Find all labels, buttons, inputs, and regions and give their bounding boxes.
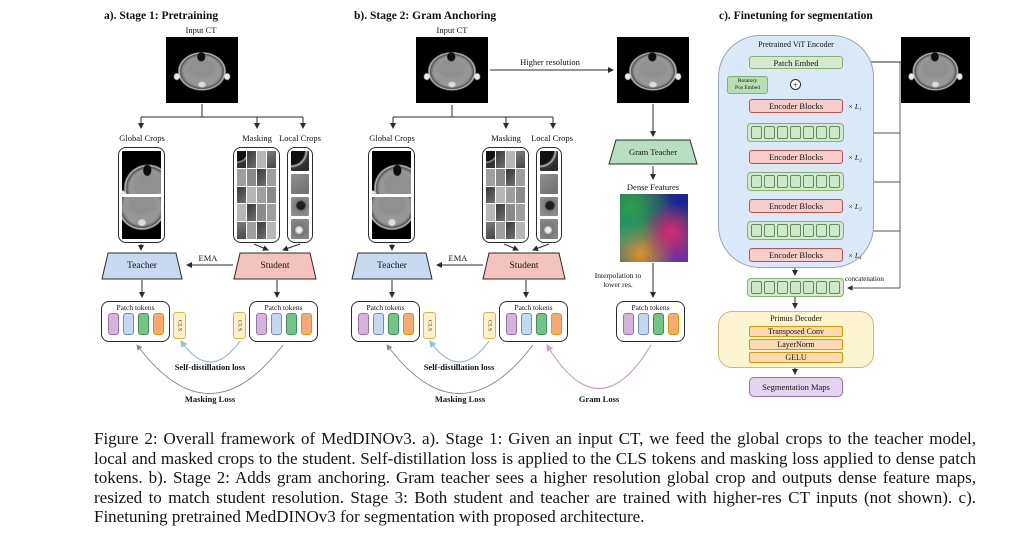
- token-pills: [352, 313, 419, 335]
- encoder-blocks-3: Encoder Blocks: [749, 199, 843, 213]
- local-crops-b: [536, 147, 562, 243]
- input-ct-image-c: [901, 37, 970, 103]
- local-crops-label-a: Local Crops: [279, 133, 321, 143]
- teacher-label-a: Teacher: [127, 261, 157, 271]
- global-crops-a: [118, 147, 165, 243]
- local-crop-tiles: [291, 151, 309, 239]
- patch-embed-block: Patch Embed: [749, 56, 843, 69]
- token-pills: [617, 313, 684, 335]
- global-crop-2: [372, 196, 411, 239]
- rotatory-pos-embed-block: Rotatory Pos Embed: [727, 76, 768, 94]
- layernorm-block: LayerNorm: [749, 339, 843, 350]
- token-pills: [500, 313, 567, 335]
- patch-tokens-student-a: Patch tokens: [249, 301, 318, 342]
- gram-teacher-label: Gram Teacher: [628, 147, 678, 157]
- masking-label-b: Masking: [491, 133, 521, 143]
- panel-c-title: c). Finetuning for segmentation: [719, 10, 873, 22]
- student-label-a: Student: [260, 261, 290, 271]
- mask-grid: [486, 151, 525, 239]
- gelu-block: GELU: [749, 352, 843, 363]
- encoder-title: Pretrained ViT Encoder: [758, 40, 834, 49]
- gram-loss-label: Gram Loss: [578, 394, 620, 404]
- encoder-blocks-2: Encoder Blocks: [749, 150, 843, 164]
- token-row-3: [747, 221, 844, 240]
- token-row-concat: [747, 278, 844, 297]
- input-ct-image-b: [416, 37, 488, 103]
- cls-token-student-b: CLS: [483, 312, 496, 339]
- concatenation-label: concatenation: [845, 275, 884, 283]
- teacher-label-b: Teacher: [377, 261, 407, 271]
- mask-grid: [237, 151, 276, 239]
- multiplier-2: × L₂: [848, 153, 862, 162]
- global-crops-label-b: Global Crops: [369, 133, 415, 143]
- token-row-2: [747, 172, 844, 191]
- decoder-title: Primus Decoder: [770, 314, 822, 323]
- token-row-1: [747, 123, 844, 142]
- ema-label-b: EMA: [448, 253, 468, 263]
- local-crop-tiles: [540, 151, 558, 239]
- add-icon: +: [790, 79, 801, 90]
- global-crops-label-a: Global Crops: [119, 133, 165, 143]
- patch-tokens-teacher-a: Patch tokens: [101, 301, 170, 342]
- patch-tokens-gram: Patch tokens: [616, 301, 685, 342]
- global-crops-b: [368, 147, 415, 243]
- interpolation-label: Interpolation to lower res.: [594, 271, 642, 289]
- segmentation-maps-block: Segmentation Maps: [749, 377, 843, 397]
- token-pills: [250, 313, 317, 335]
- cls-token-teacher-b: CLS: [423, 312, 436, 339]
- transposed-conv-block: Transposed Conv: [749, 326, 843, 337]
- ema-label-a: EMA: [198, 253, 218, 263]
- global-crop-1: [122, 151, 161, 194]
- token-pills: [102, 313, 169, 335]
- multiplier-1: × L₁: [848, 102, 862, 111]
- self-distillation-loss-label-b: Self-distillation loss: [423, 362, 495, 372]
- dense-features-image: [620, 194, 688, 262]
- cls-token-student-a: CLS: [233, 312, 246, 339]
- higher-res-ct-image: [617, 37, 689, 103]
- input-ct-label-a: Input CT: [185, 25, 217, 35]
- panel-b-title: b). Stage 2: Gram Anchoring: [354, 10, 497, 22]
- patch-tokens-teacher-b: Patch tokens: [351, 301, 420, 342]
- masking-loss-label-a: Masking Loss: [184, 394, 236, 404]
- masked-crop-a: [233, 147, 280, 243]
- patch-tokens-student-b: Patch tokens: [499, 301, 568, 342]
- multiplier-4: × L₄: [848, 251, 862, 260]
- student-label-b: Student: [509, 261, 539, 271]
- masking-loss-label-b: Masking Loss: [434, 394, 486, 404]
- cls-token-teacher-a: CLS: [173, 312, 186, 339]
- figure-caption: Figure 2: Overall framework of MedDINOv3…: [94, 429, 976, 526]
- masked-crop-b: [482, 147, 529, 243]
- multiplier-3: × L₃: [848, 202, 862, 211]
- local-crops-a: [287, 147, 313, 243]
- encoder-blocks-4: Encoder Blocks: [749, 248, 843, 262]
- global-crop-2: [122, 196, 161, 239]
- local-crops-label-b: Local Crops: [531, 133, 573, 143]
- higher-resolution-label: Higher resolution: [520, 57, 580, 67]
- input-ct-label-b: Input CT: [436, 25, 468, 35]
- self-distillation-loss-label-a: Self-distillation loss: [174, 362, 246, 372]
- input-ct-image-a: [166, 37, 238, 103]
- global-crop-1: [372, 151, 411, 194]
- masking-label-a: Masking: [242, 133, 272, 143]
- panel-a-title: a). Stage 1: Pretraining: [104, 10, 219, 22]
- encoder-blocks-1: Encoder Blocks: [749, 99, 843, 113]
- dense-features-label: Dense Features: [626, 182, 680, 192]
